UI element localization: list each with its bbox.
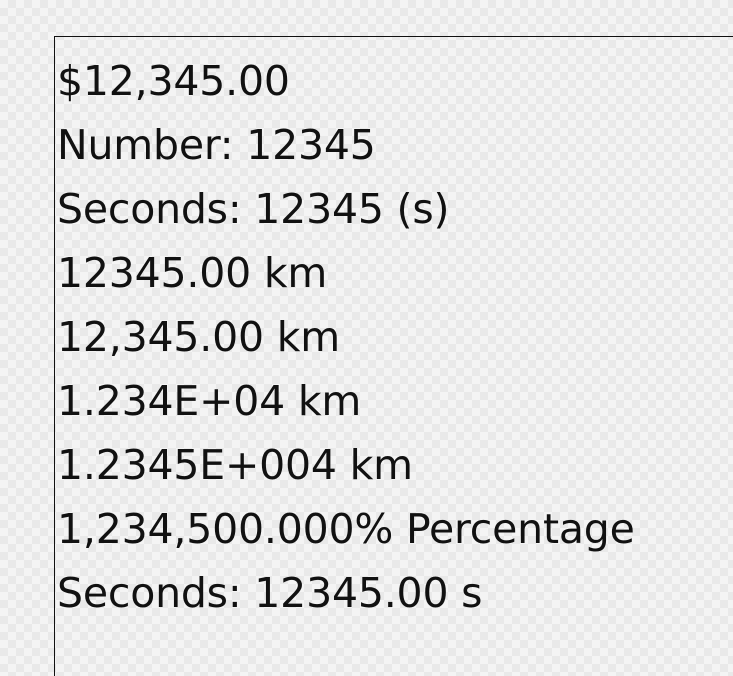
percentage-line: 1,234,500.000% Percentage xyxy=(57,505,635,553)
km-fixed-line: 12345.00 km xyxy=(57,249,328,297)
km-grouped-line: 12,345.00 km xyxy=(57,313,340,361)
seconds-paren-line: Seconds: 12345 (s) xyxy=(57,185,450,233)
number-value-line: Number: 12345 xyxy=(57,121,376,169)
format-output-panel: $12,345.00 Number: 12345 Seconds: 12345 … xyxy=(54,36,733,676)
formatted-values-list: $12,345.00 Number: 12345 Seconds: 12345 … xyxy=(57,49,635,625)
km-scientific-short-line: 1.234E+04 km xyxy=(57,377,362,425)
seconds-fixed-line: Seconds: 12345.00 s xyxy=(57,569,483,617)
currency-value-line: $12,345.00 xyxy=(57,57,290,105)
km-scientific-long-line: 1.2345E+004 km xyxy=(57,441,413,489)
